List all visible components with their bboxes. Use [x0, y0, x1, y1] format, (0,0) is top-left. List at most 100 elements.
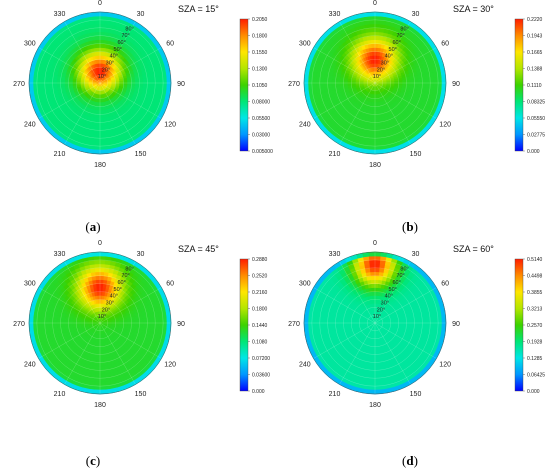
zenith-ring: [52, 35, 148, 131]
heatmap-cell: [374, 110, 379, 115]
heatmap-cell: [36, 82, 42, 89]
azimuth-spoke: [313, 82, 376, 119]
azimuth-spoke: [99, 47, 162, 84]
heatmap-cell: [417, 322, 423, 328]
heatmap-cell: [315, 82, 321, 89]
heatmap-cell: [307, 76, 313, 84]
heatmap-cell: [94, 259, 101, 265]
heatmap-cell: [94, 267, 101, 273]
zenith-ring: [60, 43, 140, 123]
heatmap-cell: [372, 295, 376, 300]
heatmap-cell: [327, 82, 333, 88]
azimuth-tick-label: 270: [13, 81, 25, 88]
azimuth-spoke: [313, 47, 376, 84]
heatmap-cell: [433, 77, 439, 84]
heatmap-cell: [99, 118, 104, 123]
heatmap-cell: [368, 149, 376, 155]
heatmap-cell: [154, 77, 160, 84]
azimuth-tick-label: 150: [135, 151, 147, 158]
heatmap-cell: [370, 31, 376, 37]
panel-caption-letter: c: [90, 453, 96, 468]
heatmap-cell: [138, 78, 144, 84]
polar-heatmap-panel-a: 030609012015018021024027030033010°20°30°…: [13, 0, 273, 169]
heatmap-cell: [99, 369, 105, 375]
heatmap-cell: [99, 350, 104, 355]
azimuth-spoke: [99, 21, 136, 84]
zenith-tick-label: 70°: [396, 33, 404, 39]
heatmap-cell: [97, 295, 101, 300]
azimuth-tick-label: 30: [412, 11, 420, 18]
heatmap-cell: [368, 15, 376, 21]
heatmap-cell: [166, 82, 172, 90]
zenith-tick-label: 40°: [110, 294, 118, 300]
heatmap-cell: [413, 78, 419, 84]
heatmap-cell: [441, 82, 447, 90]
heatmap-cell: [44, 317, 50, 324]
heatmap-cell: [437, 76, 443, 84]
heatmap-cell: [303, 76, 309, 84]
azimuth-tick-label: 240: [299, 122, 311, 129]
heatmap-cell: [142, 78, 148, 84]
colorbar-tick-label: 0.02775: [527, 133, 545, 139]
heatmap-cell: [99, 102, 103, 107]
heatmap-cell: [99, 389, 107, 395]
heatmap-cell: [28, 316, 34, 324]
heatmap-cell: [99, 251, 107, 257]
azimuth-spoke: [374, 21, 411, 84]
heatmap-cell: [413, 318, 419, 324]
heatmap-cell: [96, 43, 101, 48]
heatmap-cell: [374, 354, 379, 359]
heatmap-cell: [99, 361, 105, 367]
heatmap-cell: [60, 322, 65, 327]
heatmap-cell: [158, 317, 164, 324]
heatmap-cell: [142, 318, 148, 324]
heatmap-cell: [56, 322, 62, 328]
heatmap-cell: [371, 291, 376, 296]
heatmap-cell: [99, 275, 105, 281]
zenith-ring: [52, 275, 148, 371]
zenith-tick-label: 30°: [106, 301, 114, 307]
heatmap-cell: [402, 79, 407, 84]
colorbar-tick-label: 0.2050: [252, 17, 268, 23]
heatmap-cell: [138, 318, 144, 324]
heatmap-cell: [76, 82, 81, 86]
polar-grid: [304, 12, 446, 154]
colorbar-tick-label: 0.1665: [527, 50, 543, 56]
zenith-tick-label: 40°: [110, 54, 118, 60]
heatmap-cell: [335, 82, 340, 87]
zenith-tick-label: 20°: [102, 307, 110, 313]
heatmap-cell: [135, 79, 140, 84]
heatmap-cell: [323, 78, 329, 84]
heatmap-cell: [28, 322, 34, 330]
heatmap-cell: [146, 78, 152, 84]
zenith-tick-label: 10°: [98, 74, 106, 80]
polar-grid: [29, 12, 171, 154]
heatmap-cell: [368, 145, 376, 151]
colorbar-tick-label: 0.05500: [252, 116, 270, 122]
colorbar-tick-label: 0.2220: [527, 17, 543, 23]
heatmap-cell: [99, 267, 106, 273]
heatmap-cell: [64, 82, 69, 87]
heatmap-cell: [76, 322, 81, 326]
heatmap-cell: [95, 31, 101, 37]
polar-outline: [28, 251, 172, 395]
heatmap-cell: [374, 141, 381, 147]
heatmap-cell: [319, 77, 325, 84]
heatmap-cell: [166, 316, 172, 324]
azimuth-spoke: [99, 322, 136, 385]
heatmap-cell: [158, 77, 164, 84]
heatmap-cell: [323, 82, 329, 88]
heatmap-cell: [150, 317, 156, 324]
azimuth-tick-label: 0: [98, 0, 102, 7]
azimuth-spoke: [64, 21, 101, 84]
heatmap-cell: [93, 15, 101, 21]
colorbar-tick-label: 0.1388: [527, 67, 543, 73]
heatmap-cell: [374, 23, 381, 29]
heatmap-cell: [48, 82, 54, 88]
heatmap-cell: [303, 82, 309, 90]
azimuth-spoke: [99, 82, 136, 145]
heatmap-cell: [372, 299, 376, 304]
colorbar-tick-label: 0.1110: [527, 83, 542, 89]
heatmap-cell: [97, 62, 101, 68]
heatmap-cell: [417, 82, 423, 88]
